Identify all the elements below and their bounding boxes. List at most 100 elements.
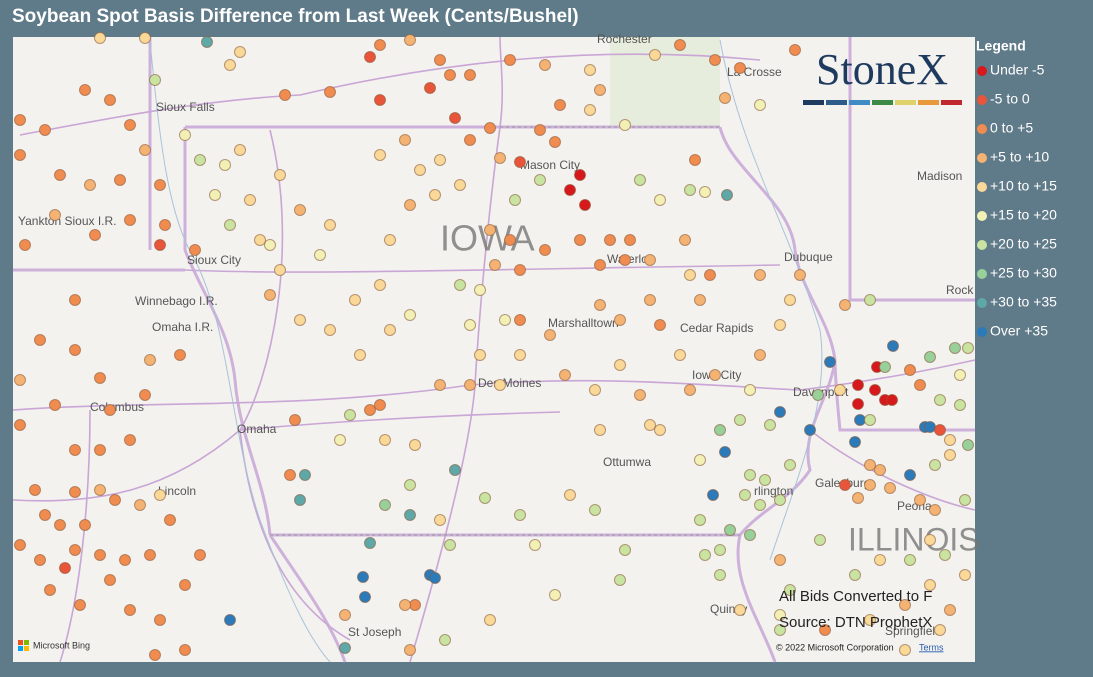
provider: Microsoft Bing <box>33 640 90 650</box>
bid-dot <box>224 614 236 626</box>
bid-dot <box>69 544 81 556</box>
bid-dot <box>649 49 661 61</box>
bid-dot <box>774 319 786 331</box>
bid-dot <box>654 194 666 206</box>
bid-dot <box>594 424 606 436</box>
bid-dot <box>734 414 746 426</box>
city-label: St Joseph <box>348 625 401 639</box>
bid-dot <box>852 492 864 504</box>
bid-dot <box>674 39 686 51</box>
bid-dot <box>644 254 656 266</box>
bid-dot <box>694 514 706 526</box>
bid-dot <box>374 94 386 106</box>
bid-dot <box>357 571 369 583</box>
bid-dot <box>194 549 206 561</box>
bid-dot <box>404 199 416 211</box>
city-label: Dubuque <box>784 250 833 264</box>
bid-dot <box>604 234 616 246</box>
bid-dot <box>94 32 106 44</box>
bid-dot <box>694 454 706 466</box>
bid-dot <box>69 444 81 456</box>
legend-marker <box>977 240 987 250</box>
bid-dot <box>19 239 31 251</box>
bid-dot <box>634 389 646 401</box>
bid-dot <box>49 209 61 221</box>
bid-dot <box>784 459 796 471</box>
bid-dot <box>724 524 736 536</box>
bid-dot <box>529 539 541 551</box>
city-label: Cedar Rapids <box>680 321 753 335</box>
bid-dot <box>886 394 898 406</box>
bid-dot <box>69 294 81 306</box>
bid-dot <box>962 439 974 451</box>
bid-dot <box>884 482 896 494</box>
terms-link[interactable]: Terms <box>919 642 944 652</box>
city-label: Waterloo <box>607 252 655 266</box>
bid-dot <box>444 539 456 551</box>
bid-dot <box>429 572 441 584</box>
bid-dot <box>812 389 824 401</box>
bid-dot <box>899 599 911 611</box>
bid-dot <box>194 154 206 166</box>
bid-dot <box>374 279 386 291</box>
copyright: © 2022 Microsoft Corporation <box>776 642 894 652</box>
bid-dot <box>944 604 956 616</box>
bid-dot <box>744 384 756 396</box>
bid-dot <box>324 324 336 336</box>
bid-dot <box>539 244 551 256</box>
bid-dot <box>504 54 516 66</box>
bid-dot <box>379 499 391 511</box>
bid-dot <box>79 519 91 531</box>
bid-dot <box>874 554 886 566</box>
bid-dot <box>14 419 26 431</box>
legend-marker <box>977 269 987 279</box>
bid-dot <box>709 54 721 66</box>
bid-dot <box>774 494 786 506</box>
bid-dot <box>164 514 176 526</box>
legend-label: Over +35 <box>990 323 1048 339</box>
bid-dot <box>384 324 396 336</box>
city-label: Yankton Sioux I.R. <box>18 214 117 228</box>
legend-marker <box>977 153 987 163</box>
bid-dot <box>339 609 351 621</box>
bid-dot <box>774 554 786 566</box>
bid-dot <box>154 614 166 626</box>
bid-dot <box>69 486 81 498</box>
bid-dot <box>704 269 716 281</box>
bid-dot <box>94 549 106 561</box>
state-label: ILLINOIS <box>848 521 980 557</box>
bid-dot <box>699 549 711 561</box>
state-label: IOWA <box>440 218 535 259</box>
bid-dot <box>154 489 166 501</box>
bid-dot <box>721 189 733 201</box>
bid-dot <box>54 169 66 181</box>
bid-dot <box>274 264 286 276</box>
bid-dot <box>874 464 886 476</box>
bid-dot <box>424 82 436 94</box>
bid-dot <box>109 494 121 506</box>
bid-dot <box>224 219 236 231</box>
bid-dot <box>374 399 386 411</box>
park-area <box>610 37 720 127</box>
bid-dot <box>149 74 161 86</box>
bid-dot <box>34 554 46 566</box>
bid-dot <box>754 349 766 361</box>
bid-dot <box>929 504 941 516</box>
bid-dot <box>484 122 496 134</box>
city-label: Springfield <box>885 624 942 638</box>
bid-dot <box>839 479 851 491</box>
bid-dot <box>464 134 476 146</box>
bid-dot <box>399 134 411 146</box>
bid-dot <box>849 436 861 448</box>
bid-dot <box>804 424 816 436</box>
city-label: Sioux Falls <box>156 100 215 114</box>
bid-dot <box>29 484 41 496</box>
bid-dot <box>934 394 946 406</box>
bid-dot <box>549 136 561 148</box>
legend-marker <box>977 182 987 192</box>
city-label: Rochester <box>597 32 652 46</box>
bid-dot <box>869 384 881 396</box>
bid-dot <box>959 494 971 506</box>
bid-dot <box>399 599 411 611</box>
bid-dot <box>39 509 51 521</box>
